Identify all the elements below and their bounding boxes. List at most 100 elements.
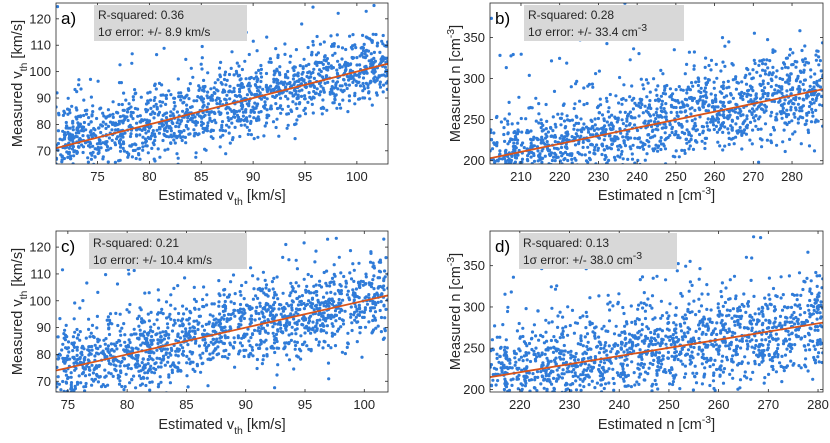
panel-b-point (614, 94, 618, 98)
panel-d-point (751, 370, 755, 374)
panel-b-point (767, 73, 771, 77)
panel-a-point (175, 121, 179, 125)
panel-a-point (227, 90, 231, 94)
panel-b-point (625, 117, 629, 121)
panel-c-point (148, 388, 152, 392)
panel-c-point (64, 373, 68, 377)
panel-b-point (738, 125, 742, 130)
panel-c-point (309, 331, 313, 335)
panel-a-point (287, 81, 291, 85)
panel-c-point (117, 382, 122, 386)
panel-b-point (560, 134, 564, 138)
panel-a-point (229, 66, 233, 70)
panel-b-point (559, 188, 562, 191)
panel-b-point (639, 77, 643, 81)
panel-a-point (70, 134, 74, 138)
panel-c-point (289, 338, 293, 342)
panel-c-point (218, 312, 222, 316)
panel-c-point (257, 312, 261, 316)
panel-a-point (284, 72, 288, 77)
panel-c-point (238, 302, 243, 307)
panel-a-point (314, 60, 318, 64)
panel-c-point (312, 284, 316, 288)
panel-a-point (110, 138, 114, 142)
panel-c-point (147, 291, 151, 295)
panel-a-point (217, 66, 222, 70)
panel-b-point (721, 130, 725, 134)
panel-b-point (769, 114, 773, 118)
panel-b-point (544, 177, 547, 180)
panel-c-point (254, 294, 258, 298)
panel-b-point (637, 114, 641, 118)
panel-c-point (233, 365, 237, 369)
panel-a-point (304, 64, 308, 68)
panel-b-point (625, 132, 629, 136)
panel-a-r2: R-squared: 0.36 (98, 8, 184, 22)
panel-c-point (309, 274, 314, 278)
panel-c-point (122, 388, 126, 392)
panel-c-point (352, 313, 356, 317)
panel-b-point (645, 95, 649, 99)
panel-d-point (517, 321, 521, 326)
panel-b-point (821, 103, 823, 108)
panel-c-point (141, 341, 145, 345)
panel-a-point (315, 34, 319, 39)
panel-b-point (663, 131, 667, 135)
panel-b-point (559, 123, 563, 127)
panel-b-point (730, 128, 734, 132)
panel-a-point (347, 99, 351, 103)
panel-a-point (293, 65, 297, 69)
panel-a-point (385, 73, 388, 77)
panel-c-point (118, 379, 122, 383)
panel-b-point (559, 145, 564, 150)
panel-b-point (597, 136, 602, 140)
panel-b-point (722, 115, 726, 120)
panel-d-point (685, 401, 688, 404)
panel-a-point (259, 63, 263, 68)
panel-c-point (238, 317, 242, 321)
panel-b-point (721, 121, 725, 125)
panel-a-point (89, 129, 93, 133)
panel-b-point (758, 82, 762, 86)
panel-a-point (119, 81, 123, 85)
panel-b-point (652, 113, 656, 117)
panel-b-point (726, 79, 730, 83)
panel-c-point (324, 316, 328, 321)
panel-a-point (235, 61, 239, 65)
panel-c-point (325, 220, 328, 223)
panel-b-point (789, 92, 793, 96)
panel-a-point (155, 105, 159, 109)
panel-b-point (805, 92, 809, 97)
panel-c-point (321, 322, 325, 326)
panel-a-point (317, 82, 322, 86)
panel-a-point (279, 104, 283, 108)
panel-a-point (170, 135, 174, 139)
panel-a-point (223, 73, 227, 77)
panel-b-point (662, 107, 666, 111)
panel-c-point (321, 295, 326, 299)
panel-b-point (685, 141, 689, 145)
panel-c-point (98, 344, 102, 348)
panel-c-point (371, 300, 375, 304)
panel-a-point (310, 102, 314, 106)
panel-c-point (275, 339, 279, 344)
panel-b-point (519, 52, 523, 56)
panel-c-point (157, 338, 161, 342)
panel-a-point (340, 57, 344, 61)
panel-d-point (675, 269, 679, 273)
panel-b-point (530, 162, 534, 164)
panel-b-fit-line (490, 88, 823, 160)
panel-d-point (690, 350, 694, 354)
panel-b-point (553, 151, 557, 155)
panel-c-point (155, 348, 159, 352)
panel-a-point (219, 135, 223, 139)
panel-b-point (709, 117, 714, 121)
panel-b-point (775, 118, 779, 122)
panel-c-point (384, 307, 388, 311)
panel-b-point (641, 111, 645, 115)
panel-b-point (709, 58, 714, 63)
panel-b-point (798, 109, 802, 113)
panel-b-point (688, 88, 693, 92)
panel-b-point (600, 126, 604, 130)
panel-b-point (618, 75, 622, 80)
